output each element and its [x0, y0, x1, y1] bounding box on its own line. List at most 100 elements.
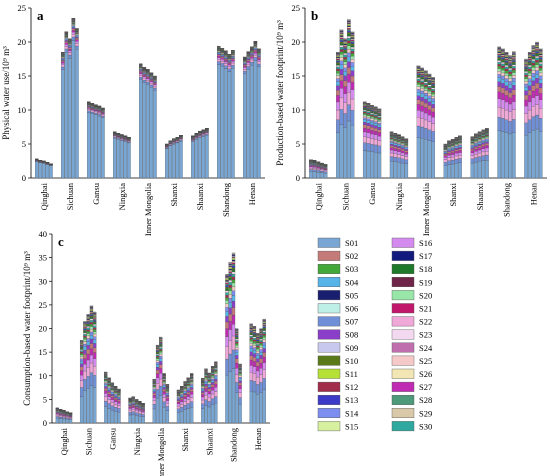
x-tick-label: Sichuan: [340, 182, 350, 210]
bar-segment-S23: [336, 65, 340, 68]
bar-segment-S02: [159, 364, 163, 369]
bar-segment-S08: [142, 73, 147, 75]
bar-segment-S01: [186, 408, 190, 424]
bar-segment-S07: [250, 62, 254, 66]
bar-segment-S02: [149, 79, 154, 81]
bar-stack: [139, 63, 143, 179]
bar-segment-S04: [204, 382, 208, 385]
bar-segment-S22: [366, 137, 371, 144]
bar-segment-S20: [165, 390, 170, 393]
bar-segment-S21: [420, 73, 424, 75]
bar-segment-S26: [231, 261, 236, 263]
bar-segment-S25: [152, 387, 156, 389]
bar-segment-S26: [86, 319, 90, 321]
bar-segment-S07: [424, 128, 428, 140]
bar-segment-S13: [497, 55, 502, 58]
bar-segment-S07: [210, 398, 215, 405]
bar-segment-S01: [431, 141, 435, 179]
bar-segment-S07: [155, 389, 160, 399]
bar-stack: [531, 45, 536, 179]
legend-item-S05: S05: [317, 290, 358, 300]
bar-stack: [424, 70, 428, 179]
bar-segment-S08: [231, 57, 235, 59]
bar-segment-S12: [86, 329, 90, 332]
bar-segment-S20: [201, 385, 205, 388]
bar-segment-S20: [416, 84, 421, 87]
bar-segment-S07: [370, 144, 374, 152]
bar-stack: [123, 135, 128, 179]
bar-stack: [55, 407, 59, 424]
bar-segment-S23: [535, 56, 539, 59]
bar-segment-S22: [508, 111, 512, 122]
bar-segment-S04: [538, 79, 543, 84]
bar-segment-S05: [527, 56, 532, 59]
bar-segment-S07: [149, 84, 154, 88]
bar-segment-S25: [79, 356, 84, 359]
bar-segment-S22: [235, 374, 239, 383]
bar-segment-S02: [138, 408, 142, 410]
bar-stack: [165, 143, 169, 179]
bar-segment-S01: [68, 57, 72, 179]
bar-segment-S07: [94, 113, 98, 115]
legend: S01S02S03S04S05S06S07S08S09S10S11S12S13S…: [317, 237, 433, 431]
bar-segment-S26: [83, 326, 87, 328]
bar-segment-S16: [79, 374, 84, 381]
legend-label: S07: [345, 317, 358, 327]
bar-segment-S25: [362, 115, 367, 118]
x-tick-label: Henan: [253, 427, 263, 450]
legend-item-S29: S29: [391, 408, 432, 418]
bar-segment-S22: [153, 86, 157, 89]
bar-segment-S20: [336, 72, 340, 76]
bar-segment-S16: [377, 135, 382, 141]
bar-segment-S07: [110, 405, 115, 411]
bar-segment-S01: [135, 415, 139, 424]
bar-segment-S27: [210, 386, 215, 391]
bar-stack: [180, 386, 184, 424]
bar-segment-S03: [527, 70, 532, 74]
bar-segment-S07: [217, 61, 221, 65]
bar-segment-S01: [497, 130, 502, 179]
bar-segment-S02: [250, 55, 254, 57]
bar-segment-S01: [524, 135, 528, 179]
bar-segment-S22: [397, 154, 401, 158]
bar-stack: [231, 252, 236, 424]
bar-segment-S07: [393, 157, 398, 162]
bar-segment-S27: [83, 358, 87, 365]
bar-segment-S27: [68, 48, 72, 51]
bar-segment-S13: [249, 331, 253, 333]
bar-segment-S28: [228, 272, 232, 275]
bar-segment-S27: [250, 56, 254, 59]
bar-segment-S21: [524, 65, 528, 67]
bar-stack: [504, 52, 509, 179]
bar-segment-S14: [235, 349, 239, 353]
bar-segment-S27: [373, 131, 378, 135]
bar-segment-S26: [420, 72, 424, 74]
bar-segment-S01: [207, 406, 211, 424]
bar-segment-S16: [259, 368, 263, 375]
bar-segment-S07: [427, 129, 432, 141]
bar-stack: [152, 378, 156, 424]
bar-segment-S07: [527, 119, 532, 133]
bar-segment-S16: [485, 147, 489, 152]
legend-label: S26: [419, 369, 432, 379]
bar-segment-S10: [235, 336, 239, 338]
bar-segment-S23: [508, 68, 512, 71]
bar-segment-S22: [79, 380, 84, 388]
bar-segment-S12: [210, 374, 215, 376]
bar-segment-S08: [89, 338, 94, 344]
legend-swatch: [317, 329, 341, 340]
bar-segment-S13: [350, 42, 355, 44]
bar-segment-S02: [477, 145, 482, 148]
bar-segment-S01: [114, 411, 118, 424]
bar-stack: [250, 46, 254, 179]
bar-segment-S20: [225, 300, 229, 304]
bar-segment-S14: [343, 67, 347, 72]
bar-segment-S30: [370, 113, 374, 116]
bar-segment-S16: [257, 59, 261, 62]
bar-segment-S21: [225, 282, 229, 285]
bar-segment-S22: [339, 97, 344, 110]
bar-segment-S08: [477, 143, 482, 146]
x-tick-label: Ningxia: [394, 183, 404, 211]
bar-stack: [198, 130, 202, 179]
